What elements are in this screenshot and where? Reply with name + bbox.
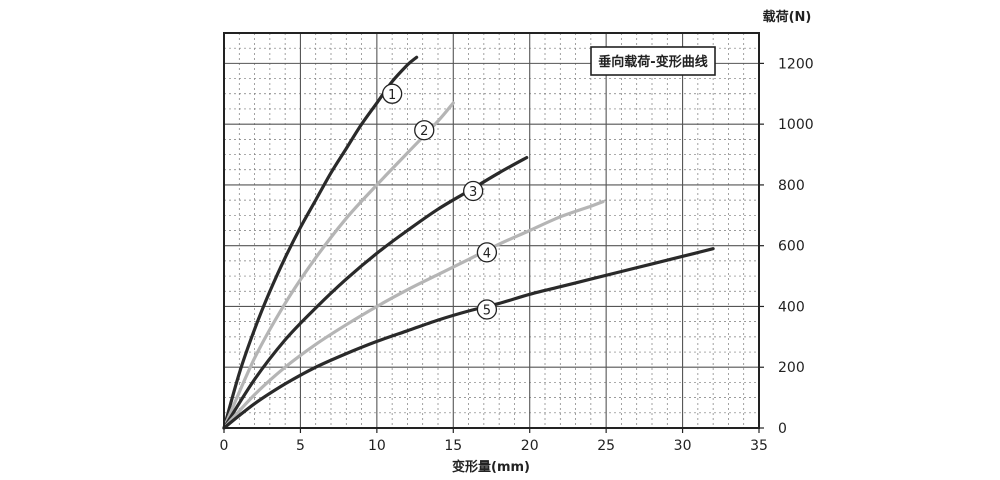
x-tick-label: 35: [750, 438, 768, 454]
y-axis-title: 载荷(N): [763, 9, 812, 25]
series-marker-circle-3: [463, 180, 484, 202]
x-tick-label: 10: [368, 438, 386, 454]
series-line-1: [222, 55, 419, 430]
y-tick-label: 400: [778, 299, 805, 315]
minor-grid: [224, 33, 759, 428]
x-tick-label: 15: [444, 438, 462, 454]
series-line-5: [222, 247, 715, 430]
chart-title: 垂向载荷-变形曲线: [598, 54, 707, 70]
x-tick-label: 30: [674, 438, 692, 454]
x-tick-label: 5: [296, 438, 305, 454]
series-marker-label-4: 4: [483, 246, 491, 261]
x-tick-label: 25: [597, 438, 615, 454]
x-axis-ticks: 0 5 10 15 20 25 30 35: [220, 428, 768, 454]
series-marker-label-2: 2: [420, 124, 428, 139]
series-marker-circle-5: [476, 299, 498, 320]
y-axis-ticks: 0 200 400 600 800 1000 1200: [759, 56, 814, 437]
plot-frame: [223, 32, 760, 429]
y-tick-label: 800: [778, 178, 805, 194]
series-marker-label-3: 3: [469, 185, 477, 200]
series-marker-label-1: 1: [388, 88, 396, 103]
y-tick-label: 200: [778, 360, 805, 376]
series-line-4: [222, 200, 605, 430]
y-tick-label: 0: [778, 421, 787, 437]
y-tick-label: 600: [778, 239, 805, 255]
series-marker-circle-2: [414, 120, 435, 141]
y-tick-label: 1200: [778, 56, 814, 72]
x-tick-label: 0: [220, 438, 229, 454]
series-marker-circle-1: [381, 83, 403, 104]
series-marker-label-5: 5: [483, 304, 491, 319]
y-tick-label: 1000: [778, 117, 814, 133]
legend-box: 垂向载荷-变形曲线: [590, 46, 716, 76]
x-tick-label: 20: [521, 438, 539, 454]
x-axis-title: 变形量(mm): [452, 459, 530, 475]
series-marker-circle-4: [476, 242, 498, 263]
marker-layer: 1 2 3 4 5: [381, 83, 498, 320]
legend-box-frame: [590, 46, 716, 76]
